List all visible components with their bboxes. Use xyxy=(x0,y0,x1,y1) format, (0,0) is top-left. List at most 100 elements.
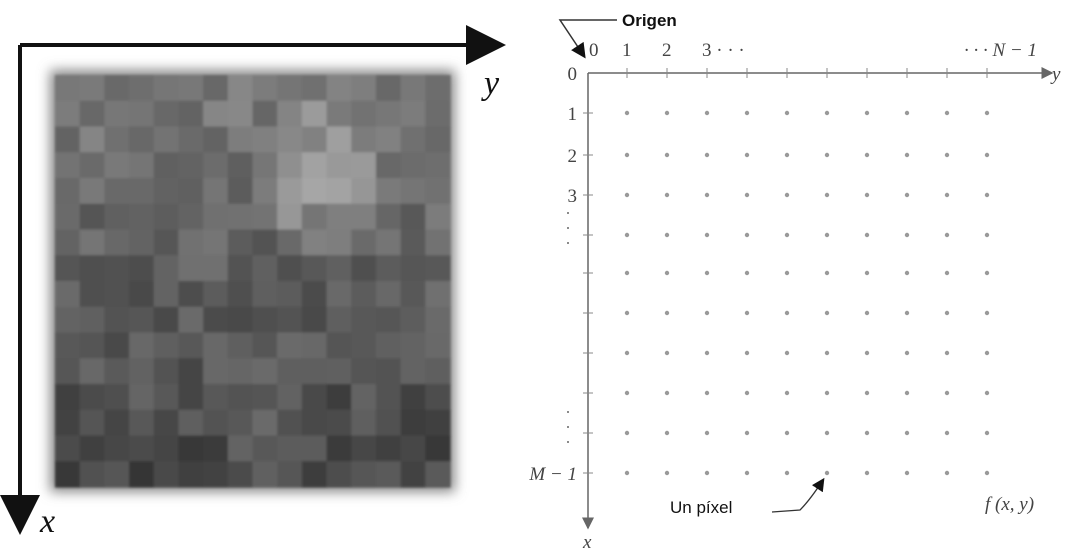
pixel xyxy=(129,178,155,205)
pixel xyxy=(252,203,278,231)
pixel xyxy=(351,178,377,205)
pixel xyxy=(153,126,180,153)
pixel xyxy=(351,126,377,153)
pixel xyxy=(351,281,377,308)
pixel xyxy=(326,461,352,488)
pixel xyxy=(153,178,180,205)
pixel xyxy=(277,281,303,308)
sample-dot xyxy=(984,192,990,198)
pixel xyxy=(277,100,303,128)
pixel xyxy=(400,306,426,334)
pixel xyxy=(203,75,229,102)
pixel xyxy=(351,152,377,179)
pixel xyxy=(326,281,352,308)
sample-dot xyxy=(824,310,830,316)
pixel xyxy=(375,255,402,282)
pixel xyxy=(79,126,105,153)
pixel xyxy=(375,461,402,488)
pixel xyxy=(227,229,254,256)
y-label: y xyxy=(481,65,500,102)
pixel xyxy=(375,100,402,128)
pixel xyxy=(375,409,402,437)
pixel xyxy=(351,75,377,102)
pixel xyxy=(203,358,229,385)
pixel xyxy=(153,203,180,231)
pixel xyxy=(178,461,204,488)
pixel xyxy=(203,306,229,334)
pixel xyxy=(203,255,229,282)
pixel xyxy=(79,435,105,462)
sample-dot xyxy=(864,310,870,316)
pixel-pointer xyxy=(771,477,825,513)
pixel xyxy=(203,152,229,179)
pixel xyxy=(277,229,303,256)
pixel xyxy=(55,281,81,308)
pixel xyxy=(375,358,402,385)
pixel xyxy=(425,203,451,231)
sample-dot xyxy=(904,350,910,356)
sample-dot xyxy=(944,270,950,276)
pixel xyxy=(79,281,105,308)
sample-dot xyxy=(704,192,710,198)
pixel xyxy=(104,152,130,179)
sample-dot xyxy=(944,350,950,356)
sample-dot xyxy=(624,470,630,476)
pixel xyxy=(153,358,180,385)
pixel xyxy=(178,126,204,153)
sample-dot xyxy=(944,152,950,158)
sample-dot xyxy=(904,470,910,476)
pixel xyxy=(425,384,451,411)
pixel xyxy=(153,255,180,282)
pixel xyxy=(400,358,426,385)
column-label: 0 xyxy=(589,40,599,61)
pixel xyxy=(425,100,451,128)
pixel xyxy=(55,178,81,205)
pixel xyxy=(203,281,229,308)
pixel xyxy=(425,152,451,179)
pixel xyxy=(425,255,451,282)
sample-dot xyxy=(904,430,910,436)
sample-dot xyxy=(784,390,790,396)
pixel xyxy=(153,100,180,128)
pixel xyxy=(326,126,352,153)
pixel xyxy=(351,384,377,411)
pixel xyxy=(79,178,105,205)
sample-dot xyxy=(904,232,910,238)
pixel-label: Un píxel xyxy=(670,498,732,517)
pixel xyxy=(79,100,105,128)
pixel xyxy=(55,358,81,385)
column-label: 3 · · · xyxy=(702,40,745,61)
sample-dot xyxy=(744,270,750,276)
pixel xyxy=(227,203,254,231)
sample-dot xyxy=(624,310,630,316)
pixel xyxy=(351,255,377,282)
sample-dot xyxy=(864,270,870,276)
pixel xyxy=(153,152,180,179)
sample-dot xyxy=(824,470,830,476)
pixel xyxy=(425,461,451,488)
sample-dot xyxy=(664,192,670,198)
pixel xyxy=(129,332,155,359)
pixel xyxy=(326,358,352,385)
sample-dot xyxy=(744,430,750,436)
column-label: · · · N − 1 xyxy=(964,40,1037,61)
pixel xyxy=(178,255,204,282)
pixel xyxy=(129,461,155,488)
pixel xyxy=(277,203,303,231)
sample-dot xyxy=(904,310,910,316)
pixel xyxy=(252,75,278,102)
sample-dot xyxy=(904,192,910,198)
pixel xyxy=(400,255,426,282)
pixel xyxy=(227,126,254,153)
pixel xyxy=(178,409,204,437)
sample-dot xyxy=(864,192,870,198)
pixel-image xyxy=(55,75,451,488)
pixel xyxy=(203,203,229,231)
pixel xyxy=(203,435,229,462)
pixel xyxy=(252,229,278,256)
sample-dot xyxy=(664,430,670,436)
pixel xyxy=(55,75,81,102)
pixel xyxy=(178,100,204,128)
pixel xyxy=(227,100,254,128)
sample-dot xyxy=(664,110,670,116)
